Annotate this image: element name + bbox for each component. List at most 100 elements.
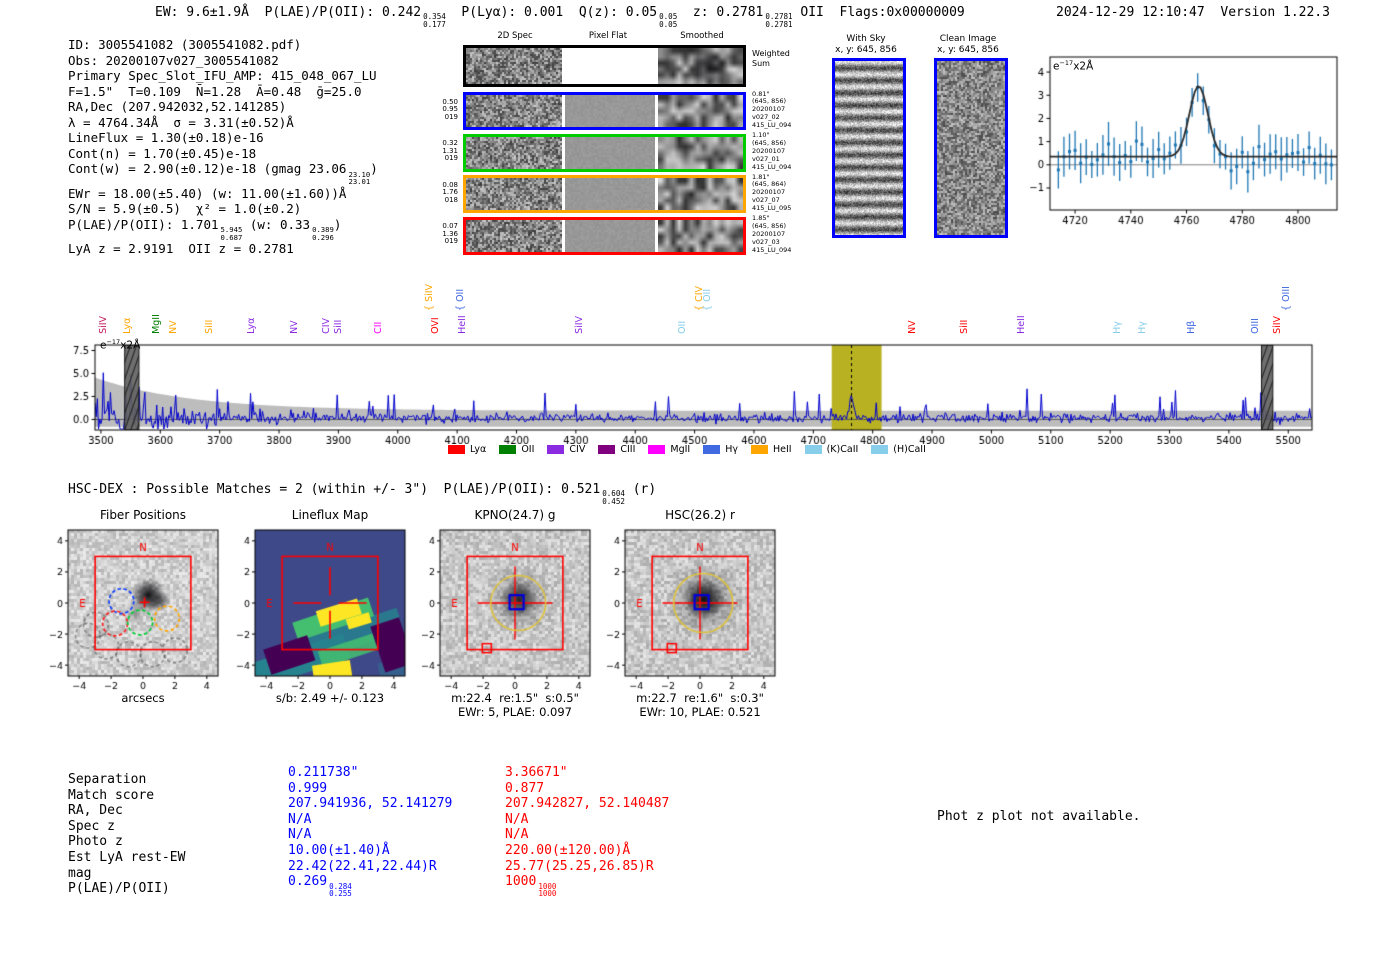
lower-limit: 0.296 — [312, 232, 334, 242]
lower-limit: 23.01 — [348, 177, 371, 187]
meta-line: v027_01 — [752, 154, 780, 163]
value-line: 0.07 — [442, 222, 458, 230]
cutout-row — [463, 216, 746, 255]
smoothed-image — [658, 136, 743, 169]
lower-limit: 0.687 — [220, 232, 243, 242]
spec2d-image — [466, 219, 562, 252]
value-line: 019 — [444, 112, 458, 121]
match-value: 0.269 0.284 0.255 — [288, 874, 452, 898]
text-segment: S/N = 5.9(±0.5) χ² = 1.0(±0.2) — [68, 201, 302, 217]
panel-canvas-lineflux — [231, 522, 421, 694]
lower-limit: 0.452 — [602, 497, 625, 507]
exp-suffix: x2Å — [120, 339, 141, 352]
spec2d-image — [466, 95, 562, 127]
limits-fraction: 0.354 0.177 — [421, 13, 446, 29]
header-timestamp-version: 2024-12-29 12:10:47 Version 1.22.3 — [1056, 5, 1330, 20]
legend-swatch — [648, 445, 666, 454]
limits-fraction: 0.389 0.296 — [310, 226, 334, 241]
legend-label: OII — [521, 444, 535, 455]
upper-limit: 5.945 — [220, 225, 243, 235]
text-segment: Obs: 20200107v027_3005541082 — [68, 52, 279, 68]
legend-item: MgII — [648, 444, 690, 455]
limits-fraction: 0.2781 0.2781 — [763, 13, 792, 29]
exp-prefix: e — [100, 339, 107, 352]
value-line: 019 — [444, 237, 458, 246]
limits-fraction: 1000 1000 — [536, 882, 556, 899]
pixel-flat-image — [565, 136, 655, 169]
cutout-row — [463, 133, 746, 172]
text-segment: Cont(n) = 1.70(±0.45)e-18 — [68, 145, 257, 161]
info-line: LyA z = 2.9191 OII z = 0.2781 — [68, 241, 378, 257]
meta-line: (645, 856) — [752, 138, 787, 147]
panel-xlabel: s/b: 2.49 +/- 0.123 — [275, 691, 385, 705]
cutout-left-values: 0.07 1.36 019 — [410, 222, 458, 246]
cutout-row — [463, 92, 746, 130]
info-line: P(LAE)/P(OII): 1.701 5.945 0.687 (w: 0.33 0… — [68, 217, 378, 241]
text-segment: Primary Spec_Slot_IFU_AMP: 415_048_067_L… — [68, 68, 377, 84]
meta-line: (645, 864) — [752, 180, 787, 189]
label-line: Weighted — [752, 49, 790, 58]
meta-line: 1.85" — [752, 214, 770, 222]
info-line: Primary Spec_Slot_IFU_AMP: 415_048_067_L… — [68, 68, 378, 84]
smoothed-image — [658, 178, 743, 210]
spec2d-image — [466, 136, 562, 169]
row-label: RA, Dec — [68, 803, 123, 819]
text-segment: 207.942827, 52.140487 — [505, 796, 670, 812]
legend-swatch — [804, 445, 822, 454]
match-value: 10.00(±1.40)Å — [288, 843, 452, 859]
text-segment: 1000 — [505, 874, 537, 890]
label-line: Sum — [752, 58, 770, 68]
value-line: 0.50 — [442, 97, 458, 106]
text-segment: λ = 4764.34Å σ = 3.31(±0.52)Å — [68, 114, 294, 130]
emission-line-label-OIII: { OIII — [1280, 286, 1292, 311]
text-segment: 3.36671" — [505, 765, 568, 780]
meta-line: 20200107 — [752, 105, 786, 114]
panel-canvas-image — [416, 522, 606, 694]
weighted-sum-row — [463, 45, 746, 87]
match-value: N/A — [505, 827, 669, 843]
match-column-2: 3.36671" 0.877 207.942827, 52.140487 N/A N/A… — [505, 765, 669, 898]
meta-line: v027_02 — [752, 113, 780, 122]
panel-caption: EWr: 5, PLAE: 0.097 — [458, 705, 572, 719]
meta-line: 20200107 — [752, 146, 786, 155]
text-segment: EW: 9.6±1.9Å P(LAE)/P(OII): 0.242 — [155, 5, 422, 20]
match-value: N/A — [505, 812, 669, 828]
flux-units-label: e−17x2Å — [1053, 59, 1093, 73]
text-segment: LineFlux = 1.30(±0.18)e-16 — [68, 130, 264, 146]
cutout-left-values: 0.50 0.95 019 — [410, 97, 458, 122]
match-value: 22.42(22.41,22.44)R — [288, 859, 452, 875]
legend-label: Hγ — [725, 444, 738, 455]
meta-line: 415_LU_095 — [752, 204, 792, 213]
upper-limit: 0.389 — [312, 225, 334, 235]
value-line: 018 — [444, 195, 458, 204]
cutout-right-meta: 0.81" (645, 856) 20200107 v027_02 415_LU_094 — [752, 90, 791, 131]
text-segment: 220.00(±120.00)Å — [505, 842, 631, 858]
row-label: Photo z — [68, 834, 123, 850]
value-line: 1.76 — [442, 188, 458, 197]
text-segment: EWr = 18.00(±5.40) (w: 11.00(±1.60))Å — [68, 185, 347, 201]
info-line: S/N = 5.9(±0.5) χ² = 1.0(±0.2) — [68, 201, 378, 217]
value-line: 0.08 — [442, 180, 458, 189]
limits-fraction: 23.10 23.01 — [346, 171, 370, 186]
cutout-left-values: 0.08 1.76 018 — [410, 180, 458, 205]
sky-canvas — [835, 61, 903, 235]
match-value: 207.941936, 52.141279 — [288, 796, 452, 812]
value-line: 1.31 — [442, 146, 458, 155]
cutout-right-meta: 1.81" (645, 864) 20200107 v027_07 415_LU_095 — [752, 173, 792, 214]
text-segment: Cont(w) = 2.90(±0.12)e-18 (gmag 23.06 — [68, 161, 347, 177]
smoothed-image — [658, 219, 743, 252]
meta-line: 1.10" — [752, 131, 770, 139]
match-table-labels: Separation Match score RA, Dec Spec z Photo … — [68, 772, 185, 897]
spec2d-image — [466, 178, 562, 210]
legend-label: (K)CaII — [826, 444, 859, 455]
meta-line: 415_LU_094 — [752, 245, 792, 254]
legend-swatch — [871, 445, 889, 454]
panel-title: Lineflux Map — [291, 508, 369, 522]
legend-item: OII — [499, 444, 534, 455]
cutout-column-header: Smoothed — [680, 31, 724, 41]
text-segment: LyA z = 2.9191 OII z = 0.2781 — [68, 241, 294, 257]
report-timestamp: 2024-12-29 12:10:47 — [1056, 5, 1205, 20]
info-line: Cont(w) = 2.90(±0.12)e-18 (gmag 23.06 23.… — [68, 161, 378, 185]
row-label: Est LyA rest-EW — [68, 849, 186, 865]
cutout-right-meta: 1.85" (645, 856) 20200107 v027_03 415_LU_094 — [752, 214, 792, 255]
